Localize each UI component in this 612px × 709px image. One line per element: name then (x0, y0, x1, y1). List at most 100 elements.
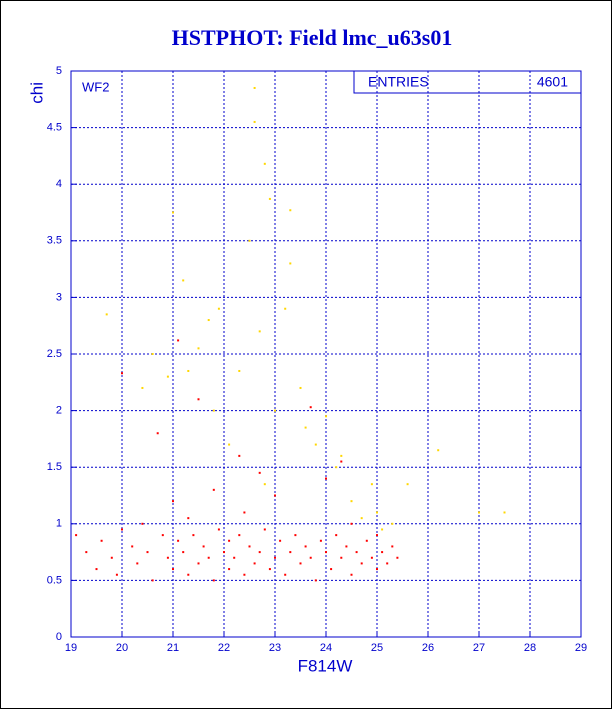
point (223, 551, 225, 554)
x-tick-label: 21 (167, 642, 179, 654)
point (370, 556, 373, 559)
point (304, 545, 307, 548)
point (238, 534, 241, 537)
point (212, 579, 215, 582)
point (228, 568, 231, 571)
point (503, 511, 506, 514)
point (212, 488, 215, 491)
stats-value: 4601 (537, 74, 568, 90)
point (238, 454, 241, 457)
point (85, 551, 88, 554)
point (151, 579, 154, 582)
point (95, 568, 98, 571)
point (381, 551, 384, 554)
point (350, 500, 353, 503)
point (309, 406, 312, 409)
x-tick-label: 25 (371, 642, 383, 654)
point (325, 551, 327, 554)
point (325, 415, 327, 418)
point (248, 545, 251, 548)
y-tick-label: 3.5 (47, 235, 62, 247)
point (228, 443, 231, 446)
point (330, 568, 333, 571)
point (376, 511, 378, 514)
point (279, 539, 282, 542)
point (166, 375, 169, 378)
point (258, 471, 261, 474)
point (268, 568, 271, 571)
point (217, 528, 220, 531)
point (355, 551, 358, 554)
x-tick-label: 28 (524, 642, 536, 654)
point (141, 522, 144, 525)
point (207, 556, 210, 559)
point (136, 562, 139, 565)
point (146, 551, 149, 554)
point (309, 556, 312, 559)
point (172, 500, 174, 503)
point (217, 307, 220, 310)
point (197, 398, 200, 401)
x-tick-label: 19 (65, 642, 77, 654)
point (319, 539, 322, 542)
point (243, 573, 246, 576)
point (284, 307, 287, 310)
point (172, 568, 174, 571)
point (197, 347, 200, 350)
point (253, 120, 256, 123)
plot-frame (70, 70, 582, 638)
point (187, 517, 190, 520)
x-tick-label: 22 (218, 642, 230, 654)
y-tick-label: 4.5 (47, 122, 62, 134)
x-tick-label: 23 (269, 642, 281, 654)
point (141, 386, 144, 389)
point (376, 534, 378, 537)
x-tick-label: 20 (116, 642, 128, 654)
point (207, 319, 210, 322)
point (396, 556, 399, 559)
point (406, 483, 409, 486)
point (187, 369, 190, 372)
point (233, 556, 236, 559)
point (253, 562, 256, 565)
point (228, 539, 231, 542)
point (258, 551, 261, 554)
point (345, 545, 348, 548)
y-tick-label: 0.5 (47, 574, 62, 586)
point (376, 568, 378, 571)
point (350, 522, 353, 525)
point (131, 545, 134, 548)
y-tick-label: 2 (56, 405, 62, 417)
annotation: WF2 (82, 79, 109, 94)
point (121, 528, 123, 531)
point (243, 511, 246, 514)
point (314, 443, 317, 446)
point (370, 483, 373, 486)
point (289, 209, 292, 212)
point (391, 545, 394, 548)
point (340, 460, 343, 463)
point (340, 454, 343, 457)
point (115, 573, 118, 576)
y-tick-label: 0 (56, 631, 62, 643)
point (121, 372, 123, 375)
point (314, 579, 317, 582)
point (335, 534, 338, 537)
point (274, 556, 276, 559)
point (381, 528, 384, 531)
point (197, 562, 200, 565)
point (187, 573, 190, 576)
x-tick-label: 27 (473, 642, 485, 654)
chart-title: HSTPHOT: Field lmc_u63s01 (172, 25, 453, 50)
x-tick-label: 24 (320, 642, 332, 654)
point (238, 369, 241, 372)
point (268, 197, 271, 200)
point (360, 562, 363, 565)
point (263, 483, 266, 486)
point (289, 262, 292, 265)
point (182, 279, 185, 282)
point (156, 432, 159, 435)
point (248, 239, 251, 242)
point (299, 562, 302, 565)
point (172, 211, 174, 214)
